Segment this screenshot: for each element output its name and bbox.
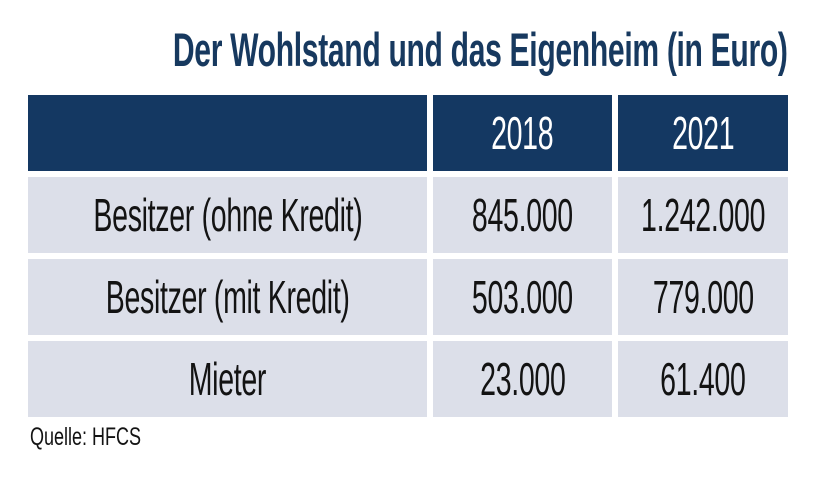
- cell-besitzer-ohne-kredit-2018: 845.000: [433, 177, 612, 253]
- source-note-text: Quelle: HFCS: [30, 423, 142, 451]
- wealth-table: 2018 2021 Besitzer (ohne Kredit) 845.000…: [28, 95, 788, 417]
- column-header-2018-label: 2018: [491, 107, 554, 159]
- row-label-mieter: Mieter: [28, 341, 427, 417]
- row-label-besitzer-ohne-kredit: Besitzer (ohne Kredit): [28, 177, 427, 253]
- row-label-text: Besitzer (ohne Kredit): [92, 189, 363, 241]
- column-header-2018: 2018: [433, 95, 612, 171]
- cell-value: 503.000: [472, 271, 573, 323]
- table-corner-cell: [28, 95, 427, 171]
- cell-besitzer-mit-kredit-2021: 779.000: [618, 259, 788, 335]
- cell-mieter-2018: 23.000: [433, 341, 612, 417]
- cell-value: 779.000: [652, 271, 754, 323]
- chart-title-text: Der Wohlstand und das Eigenheim (in Euro…: [172, 23, 788, 76]
- chart-title: Der Wohlstand und das Eigenheim (in Euro…: [0, 24, 820, 76]
- cell-value: 61.400: [660, 353, 746, 405]
- row-label-text: Mieter: [188, 353, 267, 405]
- column-header-2021-label: 2021: [671, 107, 735, 159]
- row-label-besitzer-mit-kredit: Besitzer (mit Kredit): [28, 259, 427, 335]
- column-header-2021: 2021: [618, 95, 788, 171]
- source-note: Quelle: HFCS: [30, 423, 184, 452]
- row-label-text: Besitzer (mit Kredit): [105, 271, 350, 323]
- cell-value: 845.000: [472, 189, 573, 241]
- cell-value: 1.242.000: [640, 189, 766, 241]
- cell-besitzer-mit-kredit-2018: 503.000: [433, 259, 612, 335]
- cell-value: 23.000: [479, 353, 566, 405]
- cell-besitzer-ohne-kredit-2021: 1.242.000: [618, 177, 788, 253]
- cell-mieter-2021: 61.400: [618, 341, 788, 417]
